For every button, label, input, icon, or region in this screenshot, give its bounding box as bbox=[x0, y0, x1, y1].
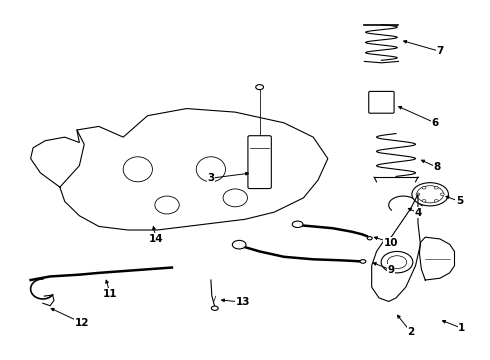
Text: 8: 8 bbox=[434, 162, 441, 172]
Ellipse shape bbox=[196, 157, 225, 182]
Polygon shape bbox=[60, 109, 328, 230]
Ellipse shape bbox=[211, 306, 218, 310]
Text: 12: 12 bbox=[74, 318, 89, 328]
Ellipse shape bbox=[292, 221, 303, 228]
FancyBboxPatch shape bbox=[248, 136, 271, 189]
Ellipse shape bbox=[434, 199, 438, 202]
Text: 4: 4 bbox=[414, 208, 422, 218]
Ellipse shape bbox=[417, 186, 443, 203]
Polygon shape bbox=[30, 130, 79, 187]
Ellipse shape bbox=[360, 260, 366, 263]
Ellipse shape bbox=[256, 85, 264, 90]
Ellipse shape bbox=[368, 237, 372, 240]
Ellipse shape bbox=[422, 199, 426, 202]
Ellipse shape bbox=[155, 196, 179, 214]
Polygon shape bbox=[419, 237, 455, 280]
Text: 11: 11 bbox=[103, 289, 117, 298]
Text: 9: 9 bbox=[388, 265, 395, 275]
FancyBboxPatch shape bbox=[369, 91, 394, 113]
Text: 14: 14 bbox=[149, 234, 164, 244]
Ellipse shape bbox=[381, 251, 413, 273]
Text: 10: 10 bbox=[384, 238, 398, 248]
Text: 6: 6 bbox=[431, 118, 439, 128]
Text: 2: 2 bbox=[407, 327, 414, 337]
Text: 13: 13 bbox=[235, 297, 250, 307]
Text: 1: 1 bbox=[458, 323, 466, 333]
Ellipse shape bbox=[387, 256, 407, 269]
Ellipse shape bbox=[123, 157, 152, 182]
Ellipse shape bbox=[416, 193, 420, 195]
Text: 5: 5 bbox=[456, 197, 463, 206]
Polygon shape bbox=[372, 194, 420, 301]
Ellipse shape bbox=[422, 186, 426, 189]
Text: 7: 7 bbox=[436, 46, 443, 57]
Ellipse shape bbox=[232, 240, 246, 249]
Ellipse shape bbox=[412, 183, 448, 206]
Ellipse shape bbox=[441, 193, 444, 195]
Ellipse shape bbox=[223, 189, 247, 207]
Ellipse shape bbox=[434, 186, 438, 189]
Text: 3: 3 bbox=[207, 173, 215, 183]
